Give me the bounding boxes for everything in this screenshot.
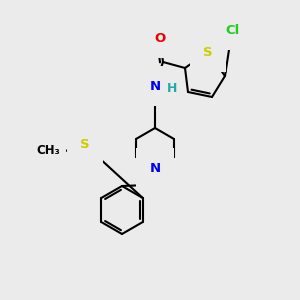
Text: S: S [203, 46, 213, 59]
Text: CH₃: CH₃ [36, 143, 60, 157]
Text: S: S [80, 139, 90, 152]
Text: H: H [167, 82, 177, 95]
Text: N: N [149, 161, 161, 175]
Text: N: N [149, 80, 161, 92]
Text: O: O [154, 32, 166, 44]
Text: Cl: Cl [225, 23, 239, 37]
